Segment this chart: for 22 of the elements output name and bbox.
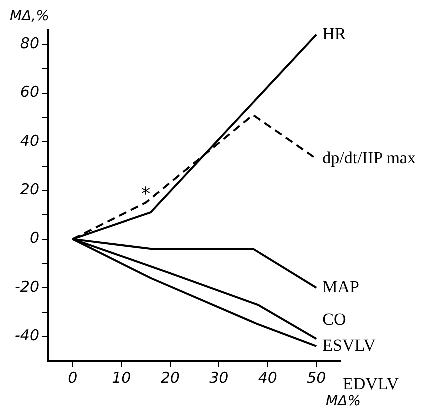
series-label: dp/dt/IIP max <box>322 148 416 168</box>
y-tick-label: 20 <box>20 180 40 199</box>
y-tick-label: -20 <box>15 278 40 296</box>
y-tick-label: 40 <box>20 132 40 150</box>
y-tick-label: 0 <box>30 229 40 248</box>
x-tick-label: 50 <box>307 368 326 387</box>
y-tick-label: 60 <box>20 83 40 102</box>
x-tick-label: 10 <box>112 368 132 387</box>
series-label: MAP <box>322 277 360 296</box>
series-label: CO <box>322 310 346 329</box>
x-axis-title: MΔ% <box>326 394 361 410</box>
x-tick-label: 40 <box>258 368 278 387</box>
text: EDVLV <box>343 374 400 394</box>
x-tick-label: 20 <box>160 368 180 387</box>
y-tick-label: -40 <box>15 326 40 345</box>
x-tick-label: 30 <box>210 368 229 387</box>
annotation: * <box>142 184 150 206</box>
x-tick-label: 0 <box>68 368 78 387</box>
y-tick-label: 80 <box>20 34 40 52</box>
y-axis-title: MΔ,% <box>10 8 50 25</box>
series-label: ESVLV <box>322 336 377 355</box>
series-label: HR <box>322 24 347 44</box>
